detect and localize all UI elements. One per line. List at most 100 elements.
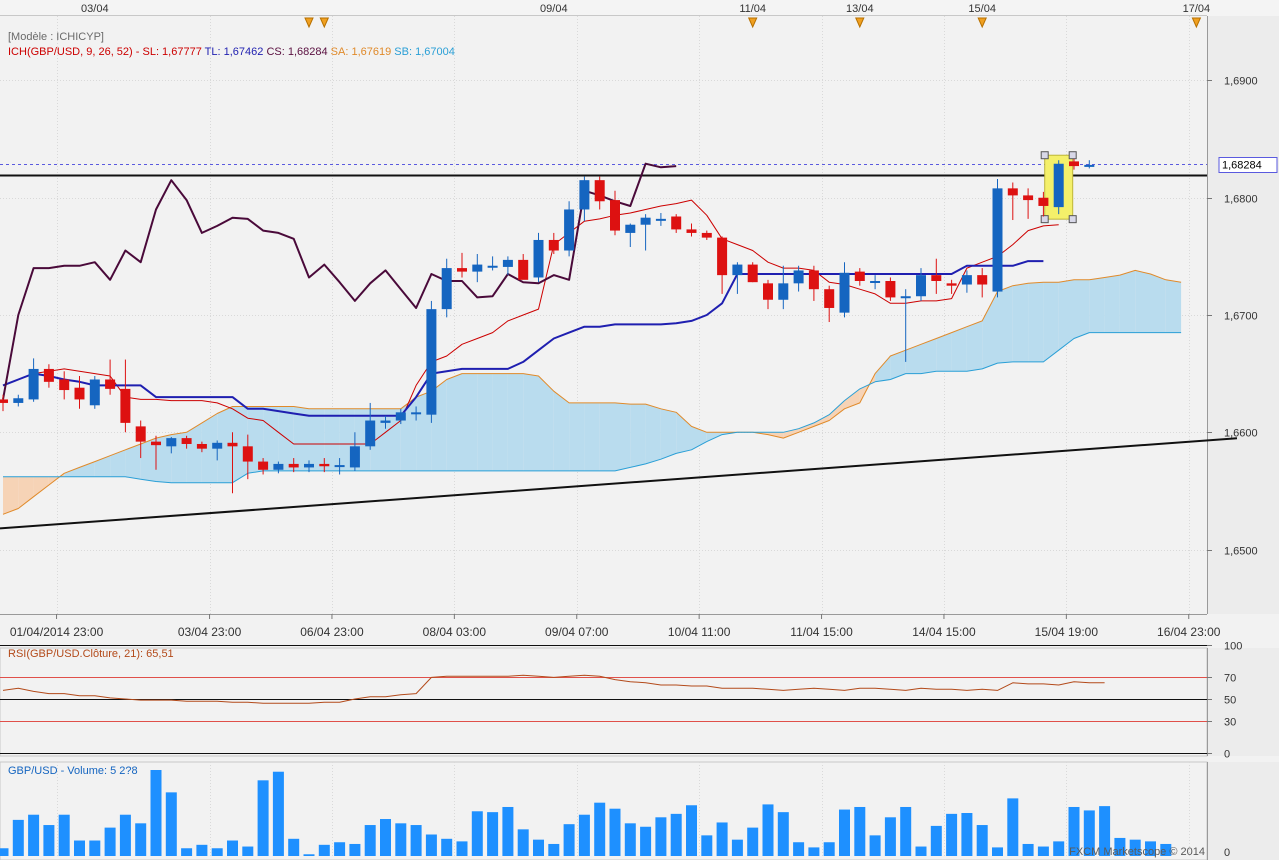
volume-bar[interactable] <box>839 809 850 856</box>
volume-bar[interactable] <box>74 840 85 856</box>
volume-bar[interactable] <box>808 847 820 856</box>
volume-bar[interactable] <box>670 813 682 856</box>
candle-body-bearish[interactable] <box>457 268 467 272</box>
candle-body-bearish[interactable] <box>288 463 299 468</box>
volume-bar[interactable] <box>1145 841 1156 856</box>
volume-bar[interactable] <box>884 817 896 856</box>
candle-body-bullish[interactable] <box>212 442 223 449</box>
volume-bar[interactable] <box>823 842 835 856</box>
volume-bar[interactable] <box>762 804 774 856</box>
candle-body-bearish[interactable] <box>43 368 54 382</box>
event-marker-icon[interactable] <box>319 17 330 29</box>
candle-body-bullish[interactable] <box>625 224 636 233</box>
volume-bar[interactable] <box>135 823 147 856</box>
candle-body-bullish[interactable] <box>778 283 789 300</box>
volume-bar[interactable] <box>946 813 958 856</box>
candle-body-bearish[interactable] <box>717 237 728 276</box>
volume-bar[interactable] <box>441 838 453 856</box>
candle-body-bullish[interactable] <box>395 412 406 421</box>
volume-bar[interactable] <box>976 825 988 856</box>
support-trend-line[interactable] <box>0 437 1238 530</box>
volume-bar[interactable] <box>1053 841 1065 856</box>
candle-body-bearish[interactable] <box>1069 161 1079 167</box>
volume-bar[interactable] <box>364 825 376 856</box>
volume-bar[interactable] <box>58 814 70 856</box>
candle-body-bullish[interactable] <box>502 259 513 267</box>
candle-body-bearish[interactable] <box>59 379 70 391</box>
candle-body-bullish[interactable] <box>28 368 39 400</box>
candle-body-bullish[interactable] <box>564 209 575 251</box>
volume-bar[interactable] <box>701 835 713 856</box>
volume-bar[interactable] <box>380 819 391 856</box>
volume-bar[interactable] <box>548 843 560 856</box>
volume-bar[interactable] <box>563 824 575 856</box>
candle-body-bullish[interactable] <box>900 296 911 299</box>
candle-body-bearish[interactable] <box>885 280 896 298</box>
candle-body-bearish[interactable] <box>319 463 330 467</box>
volume-bar[interactable] <box>181 848 193 856</box>
candle-body-bullish[interactable] <box>365 420 376 447</box>
candle-body-bearish[interactable] <box>0 399 8 403</box>
candle-body-bearish[interactable] <box>977 275 988 285</box>
event-marker-icon[interactable] <box>855 17 865 29</box>
volume-bar[interactable] <box>640 826 652 856</box>
volume-bar[interactable] <box>487 812 499 856</box>
candle-body-bearish[interactable] <box>824 289 835 308</box>
candle-body-bearish[interactable] <box>1007 188 1018 196</box>
volume-bar[interactable] <box>716 822 728 856</box>
volume-bar[interactable] <box>165 792 177 856</box>
volume-panel[interactable]: 0 <box>0 761 1279 860</box>
volume-bar[interactable] <box>334 842 346 856</box>
candle-body-bearish[interactable] <box>594 180 605 202</box>
candle-body-bearish[interactable] <box>258 461 269 470</box>
volume-bar[interactable] <box>227 840 238 856</box>
volume-bar[interactable] <box>1037 846 1049 856</box>
candle-body-bullish[interactable] <box>793 270 804 284</box>
candle-body-bearish[interactable] <box>181 438 192 444</box>
candle-body-bearish[interactable] <box>701 232 712 238</box>
candle-body-bearish[interactable] <box>671 216 682 230</box>
volume-bar[interactable] <box>624 823 636 856</box>
candle-body-bearish[interactable] <box>747 264 758 283</box>
candle-body-bullish[interactable] <box>655 218 666 221</box>
candle-body-bullish[interactable] <box>349 446 360 468</box>
volume-bar[interactable] <box>533 839 544 856</box>
volume-bar[interactable] <box>930 825 942 856</box>
candle-body-bearish[interactable] <box>763 283 773 300</box>
candle-body-bearish[interactable] <box>135 426 146 442</box>
volume-bar[interactable] <box>869 835 881 856</box>
candle-body-bullish[interactable] <box>1053 163 1064 208</box>
volume-bar[interactable] <box>1099 806 1111 856</box>
volume-bar[interactable] <box>1007 798 1019 856</box>
candle-body-bearish[interactable] <box>227 442 238 447</box>
candle-body-bullish[interactable] <box>273 463 284 470</box>
volume-bar[interactable] <box>104 827 116 856</box>
candle-body-bullish[interactable] <box>961 275 972 285</box>
volume-bar[interactable] <box>150 770 162 856</box>
candle-body-bullish[interactable] <box>1084 164 1095 167</box>
candle-body-bullish[interactable] <box>839 272 850 313</box>
volume-bar[interactable] <box>1160 843 1172 856</box>
volume-bar[interactable] <box>655 817 667 856</box>
candle-body-bearish[interactable] <box>931 275 942 281</box>
volume-bar[interactable] <box>471 811 483 856</box>
rsi-panel[interactable]: 100 70 50 30 0 <box>0 641 1279 761</box>
candle-body-bearish[interactable] <box>610 200 620 231</box>
candle-body-bullish[interactable] <box>380 420 391 423</box>
volume-bar[interactable] <box>517 829 529 856</box>
volume-bar[interactable] <box>1068 806 1080 856</box>
volume-bar[interactable] <box>456 841 468 856</box>
volume-bar[interactable] <box>242 846 254 856</box>
volume-bar[interactable] <box>0 848 9 856</box>
volume-bar[interactable] <box>731 839 743 856</box>
volume-bar[interactable] <box>425 834 437 857</box>
volume-bar[interactable] <box>793 842 805 856</box>
volume-bar[interactable] <box>303 854 315 856</box>
candle-body-bullish[interactable] <box>166 438 177 447</box>
price-panel[interactable]: 1,6900 1,6800 1,6700 1,6600 1,6500 1,68284 <box>0 16 1279 615</box>
volume-bar[interactable] <box>961 813 973 856</box>
volume-bar[interactable] <box>410 825 422 856</box>
event-marker-icon[interactable] <box>304 17 314 29</box>
candle-body-bullish[interactable] <box>732 264 743 276</box>
candle-body-bearish[interactable] <box>854 271 865 281</box>
